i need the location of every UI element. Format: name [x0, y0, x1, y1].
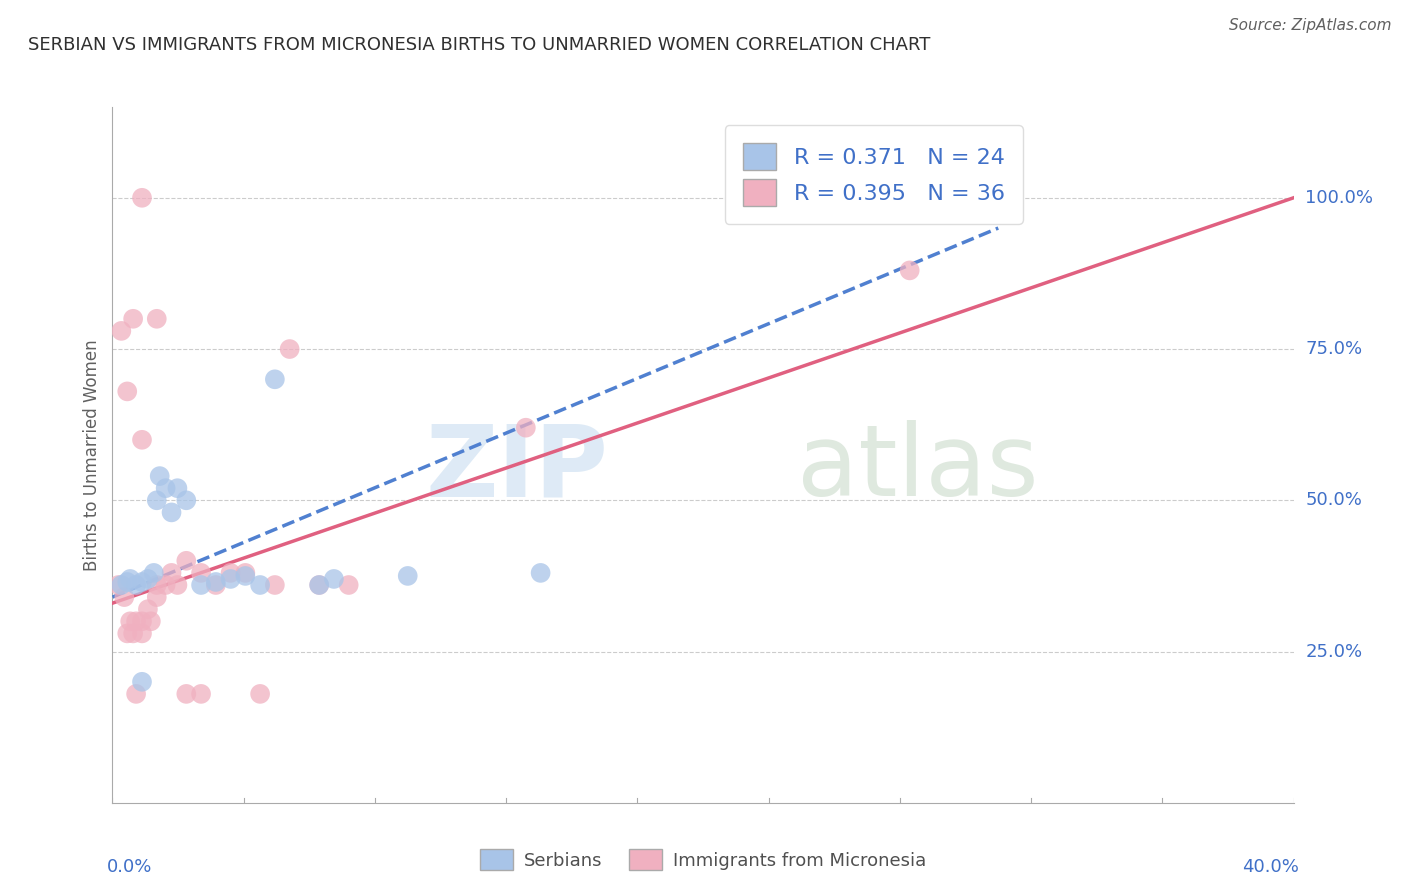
Point	[122, 626, 145, 640]
Point	[529, 566, 551, 580]
Point	[142, 566, 165, 580]
Point	[149, 469, 172, 483]
Point	[323, 572, 346, 586]
Point	[146, 578, 169, 592]
Text: SERBIAN VS IMMIGRANTS FROM MICRONESIA BIRTHS TO UNMARRIED WOMEN CORRELATION CHAR: SERBIAN VS IMMIGRANTS FROM MICRONESIA BI…	[28, 36, 931, 54]
Point	[122, 311, 145, 326]
Point	[898, 263, 921, 277]
Point	[131, 191, 153, 205]
Point	[190, 566, 212, 580]
Point	[174, 493, 197, 508]
Point	[107, 578, 129, 592]
Point	[120, 615, 142, 629]
Point	[131, 433, 153, 447]
Point	[515, 420, 537, 434]
Point	[205, 574, 228, 589]
Point	[174, 554, 197, 568]
Point	[117, 574, 138, 589]
Legend: Serbians, Immigrants from Micronesia: Serbians, Immigrants from Micronesia	[472, 842, 934, 877]
Point	[278, 342, 301, 356]
Point	[139, 615, 162, 629]
Point	[120, 572, 142, 586]
Point	[396, 569, 419, 583]
Y-axis label: Births to Unmarried Women: Births to Unmarried Women	[83, 339, 101, 571]
Point	[308, 578, 330, 592]
Point	[166, 578, 188, 592]
Point	[155, 481, 177, 495]
Point	[131, 626, 153, 640]
Point	[125, 578, 148, 592]
Point	[166, 481, 188, 495]
Point	[155, 578, 177, 592]
Text: 25.0%: 25.0%	[1305, 642, 1362, 661]
Point	[249, 578, 271, 592]
Point	[174, 687, 197, 701]
Point	[160, 566, 183, 580]
Text: atlas: atlas	[797, 420, 1039, 517]
Text: 0.0%: 0.0%	[107, 858, 152, 877]
Point	[146, 311, 169, 326]
Point	[264, 578, 287, 592]
Point	[146, 493, 169, 508]
Text: 40.0%: 40.0%	[1243, 858, 1299, 877]
Point	[112, 590, 135, 604]
Point	[110, 578, 132, 592]
Point	[125, 687, 148, 701]
Text: ZIP: ZIP	[426, 420, 609, 517]
Point	[117, 626, 138, 640]
Point	[190, 578, 212, 592]
Point	[160, 505, 183, 519]
Point	[131, 574, 153, 589]
Text: 50.0%: 50.0%	[1305, 491, 1362, 509]
Point	[308, 578, 330, 592]
Point	[190, 687, 212, 701]
Point	[337, 578, 360, 592]
Point	[131, 674, 153, 689]
Point	[136, 572, 159, 586]
Point	[146, 590, 169, 604]
Point	[125, 615, 148, 629]
Text: 75.0%: 75.0%	[1305, 340, 1362, 358]
Point	[110, 324, 132, 338]
Point	[219, 566, 242, 580]
Point	[233, 569, 256, 583]
Text: Source: ZipAtlas.com: Source: ZipAtlas.com	[1229, 18, 1392, 33]
Point	[136, 602, 159, 616]
Point	[264, 372, 287, 386]
Point	[205, 578, 228, 592]
Text: 100.0%: 100.0%	[1305, 189, 1374, 207]
Point	[249, 687, 271, 701]
Point	[117, 384, 138, 399]
Point	[131, 615, 153, 629]
Point	[219, 572, 242, 586]
Point	[233, 566, 256, 580]
